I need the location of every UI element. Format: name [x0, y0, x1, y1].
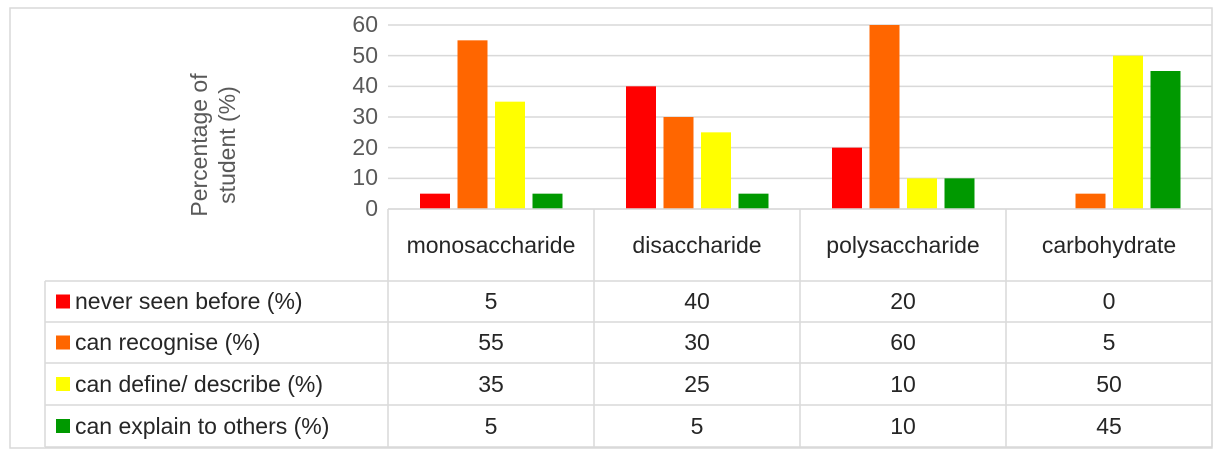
y-tick-label: 40 — [352, 72, 378, 99]
table-value: 0 — [1102, 288, 1116, 314]
y-tick-label: 30 — [352, 103, 378, 129]
category-label: monosaccharide — [406, 232, 576, 258]
bar — [1075, 193, 1106, 209]
legend-entry: can define/ describe (%) — [75, 370, 324, 397]
bar — [1113, 55, 1143, 209]
table-value: 5 — [690, 412, 704, 439]
bar — [457, 40, 488, 210]
bar — [420, 193, 450, 209]
bar — [869, 25, 900, 209]
bar — [738, 193, 769, 209]
bar — [701, 132, 731, 209]
table-value: 45 — [1096, 412, 1122, 439]
table-value: 40 — [684, 288, 710, 314]
bar — [663, 117, 694, 209]
legend-swatch — [56, 335, 70, 350]
y-tick-label: 50 — [352, 41, 378, 68]
table-value: 35 — [478, 370, 504, 397]
table-value: 5 — [484, 288, 498, 314]
legend-entry: can recognise (%) — [75, 329, 261, 355]
legend-entry: never seen before (%) — [75, 288, 303, 314]
legend-swatch — [56, 419, 70, 433]
table-value: 10 — [890, 370, 916, 397]
y-tick-label: 0 — [365, 195, 378, 221]
table-value: 20 — [890, 288, 916, 314]
table-value: 5 — [1102, 329, 1116, 355]
bar — [907, 178, 937, 209]
bar — [1150, 71, 1181, 209]
table-value: 55 — [478, 329, 504, 355]
bar — [626, 86, 656, 209]
category-label: carbohydrate — [1041, 232, 1177, 258]
bar — [944, 178, 975, 209]
legend-entry: can explain to others (%) — [75, 412, 330, 439]
table-value: 5 — [484, 412, 498, 439]
bar — [832, 147, 862, 209]
bar — [495, 101, 525, 209]
y-tick-label: 60 — [352, 11, 378, 37]
bar — [532, 193, 563, 209]
y-tick-label: 10 — [352, 164, 378, 191]
y-axis-label: Percentage of student (%) — [186, 73, 240, 217]
table-value: 60 — [890, 329, 916, 355]
table-value: 50 — [1096, 370, 1122, 397]
legend-swatch — [56, 294, 70, 309]
legend-swatch — [56, 377, 70, 391]
y-tick-label: 20 — [352, 133, 378, 160]
category-label: polysaccharide — [826, 232, 980, 258]
table-value: 10 — [890, 412, 916, 439]
category-label: disaccharide — [632, 232, 762, 258]
table-value: 25 — [684, 370, 710, 397]
table-value: 30 — [684, 329, 710, 355]
